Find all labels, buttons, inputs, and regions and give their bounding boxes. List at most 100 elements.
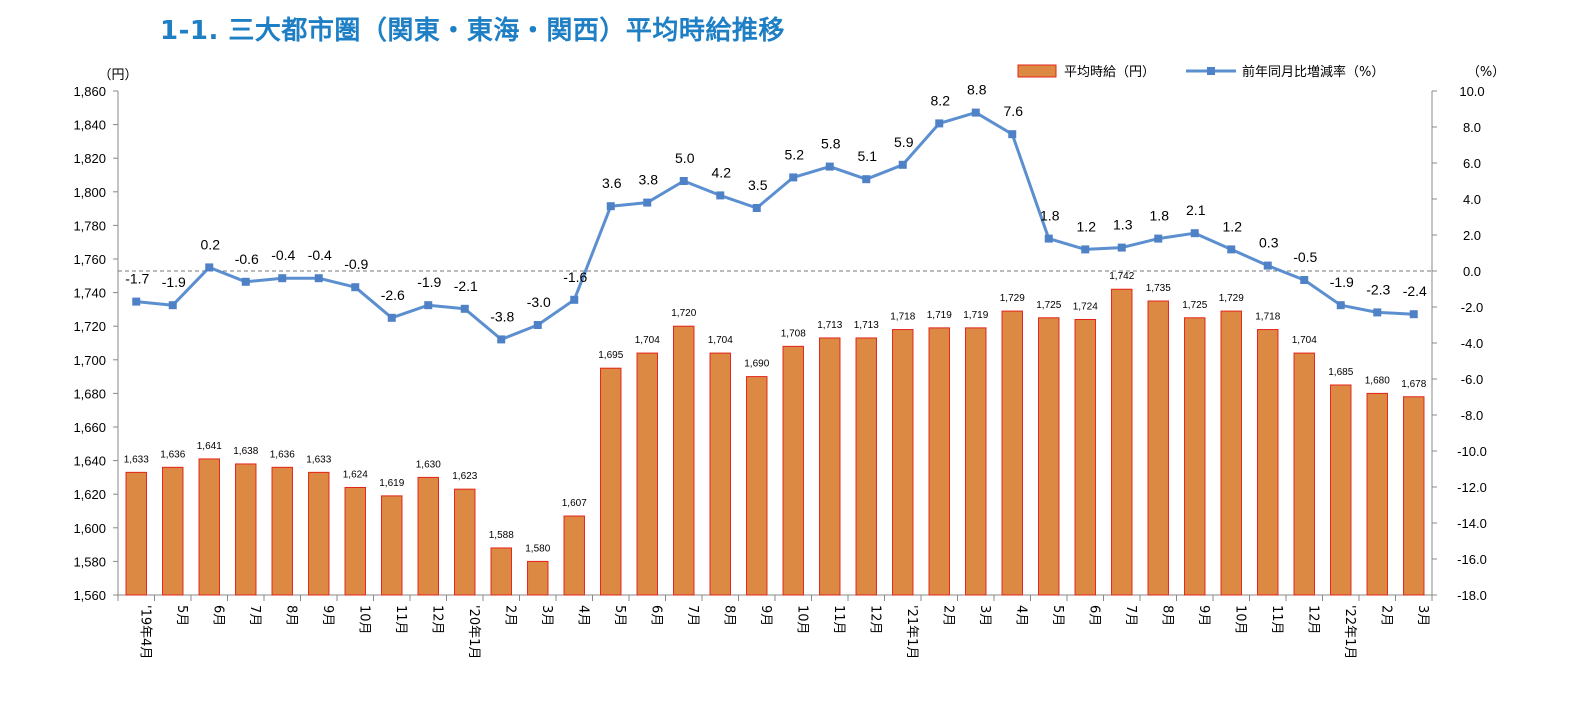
bar xyxy=(527,560,549,596)
bar xyxy=(1220,310,1242,596)
growth-rate-marker xyxy=(570,295,579,304)
x-axis-category-label: 12月 xyxy=(429,605,444,635)
bar xyxy=(819,337,841,596)
bar-value-label: 1,725 xyxy=(1036,300,1061,311)
x-axis-category-label: 4月 xyxy=(575,605,590,626)
bar xyxy=(673,325,695,596)
right-axis-tick-label: -14.0 xyxy=(1457,516,1487,531)
right-axis-tick-label: -2.0 xyxy=(1461,300,1483,315)
x-axis-category-label: 3月 xyxy=(539,605,554,626)
growth-rate-marker xyxy=(497,335,506,344)
x-axis-category-label: 6月 xyxy=(1086,605,1101,626)
growth-rate-marker xyxy=(643,198,652,207)
x-axis-category-label: '20年1月 xyxy=(466,605,481,659)
bar xyxy=(1038,317,1060,596)
legend-line-marker xyxy=(1207,67,1215,75)
growth-rate-marker xyxy=(424,301,433,310)
x-axis-category-label: 12月 xyxy=(867,605,882,635)
left-axis-tick-label: 1,620 xyxy=(73,487,106,502)
x-axis-category-label: '21年1月 xyxy=(904,605,919,659)
bar-value-label: 1,742 xyxy=(1109,271,1134,282)
bar-value-label: 1,729 xyxy=(1219,293,1244,304)
growth-rate-marker xyxy=(533,321,542,329)
growth-rate-value-label: -1.9 xyxy=(1330,274,1354,290)
left-axis-tick-label: 1,740 xyxy=(73,286,106,301)
bar xyxy=(1257,329,1279,596)
bar xyxy=(709,352,731,596)
growth-rate-value-label: -0.6 xyxy=(235,251,259,267)
bar-value-label: 1,718 xyxy=(1255,312,1280,323)
bar-value-label: 1,638 xyxy=(233,446,258,457)
growth-rate-marker xyxy=(1044,234,1053,243)
bar-value-label: 1,713 xyxy=(854,320,879,331)
bar-value-label: 1,624 xyxy=(343,469,368,480)
bar xyxy=(928,327,950,596)
bar-value-label: 1,729 xyxy=(1000,293,1025,304)
bar-value-label: 1,630 xyxy=(416,459,441,470)
growth-rate-value-label: -3.0 xyxy=(527,294,551,310)
bar-value-label: 1,690 xyxy=(744,359,769,370)
growth-rate-marker xyxy=(935,119,944,128)
left-axis-tick-label: 1,760 xyxy=(73,252,106,267)
bar-value-label: 1,580 xyxy=(525,543,550,554)
growth-rate-marker xyxy=(1117,243,1126,252)
growth-rate-value-label: 1.8 xyxy=(1040,208,1060,224)
growth-rate-marker xyxy=(862,175,871,184)
left-axis-tick-label: 1,800 xyxy=(73,185,106,200)
x-axis-category-label: 7月 xyxy=(1123,605,1138,626)
growth-rate-marker xyxy=(789,173,798,182)
right-axis-tick-label: -8.0 xyxy=(1461,408,1483,423)
growth-rate-marker xyxy=(606,202,615,211)
x-axis-category-label: 4月 xyxy=(1013,605,1028,626)
bar xyxy=(1001,310,1023,596)
growth-rate-value-label: 1.2 xyxy=(1223,218,1243,234)
bar-value-label: 1,607 xyxy=(562,498,587,509)
left-axis-tick-label: 1,840 xyxy=(73,118,106,133)
bar-value-label: 1,735 xyxy=(1146,283,1171,294)
right-axis-tick-label: 6.0 xyxy=(1463,156,1481,171)
growth-rate-marker xyxy=(1227,245,1236,254)
bar xyxy=(855,337,877,596)
right-axis-tick-label: 0.0 xyxy=(1463,264,1481,279)
page-title: 1-1. 三大都市圏（関東・東海・関西）平均時給推移 xyxy=(160,16,785,46)
growth-rate-marker xyxy=(314,274,323,283)
bar-value-label: 1,713 xyxy=(817,320,842,331)
x-axis-category-label: 11月 xyxy=(393,605,408,635)
growth-rate-marker xyxy=(168,301,177,310)
growth-rate-marker xyxy=(1008,130,1017,139)
growth-rate-value-label: -0.4 xyxy=(308,247,332,263)
growth-rate-value-label: 7.6 xyxy=(1004,103,1024,119)
bar-value-label: 1,704 xyxy=(1292,335,1317,346)
growth-rate-value-label: -1.9 xyxy=(417,274,441,290)
bar-value-label: 1,720 xyxy=(671,308,696,319)
bar-value-label: 1,680 xyxy=(1365,375,1390,386)
x-axis-category-label: 8月 xyxy=(1159,605,1174,626)
growth-rate-value-label: -3.8 xyxy=(490,308,514,324)
growth-rate-value-label: 8.2 xyxy=(931,92,951,108)
growth-rate-value-label: 3.8 xyxy=(639,172,659,188)
right-axis-tick-label: 8.0 xyxy=(1463,120,1481,135)
bar-value-label: 1,633 xyxy=(306,454,331,465)
bar xyxy=(1074,318,1096,596)
bar xyxy=(892,329,914,596)
bar xyxy=(563,515,585,596)
bar xyxy=(308,471,330,596)
growth-rate-marker xyxy=(241,277,250,286)
growth-rate-marker xyxy=(387,313,396,322)
x-axis-category-label: 5月 xyxy=(612,605,627,626)
growth-rate-marker xyxy=(278,274,287,283)
legend-bar-swatch xyxy=(1017,64,1057,78)
x-axis-category-label: 7月 xyxy=(685,605,700,626)
bar-value-label: 1,636 xyxy=(270,449,295,460)
growth-rate-value-label: 1.8 xyxy=(1150,208,1170,224)
x-axis-category-label: 5月 xyxy=(1050,605,1065,626)
growth-rate-value-label: 0.3 xyxy=(1259,235,1279,251)
bar-value-label: 1,633 xyxy=(124,454,149,465)
growth-rate-value-label: 5.9 xyxy=(894,134,914,150)
growth-rate-value-label: 5.1 xyxy=(858,148,878,164)
left-axis-tick-label: 1,820 xyxy=(73,151,106,166)
x-axis-category-label: 2月 xyxy=(1378,605,1393,626)
growth-rate-value-label: 5.8 xyxy=(821,136,841,152)
growth-rate-marker xyxy=(752,204,761,212)
